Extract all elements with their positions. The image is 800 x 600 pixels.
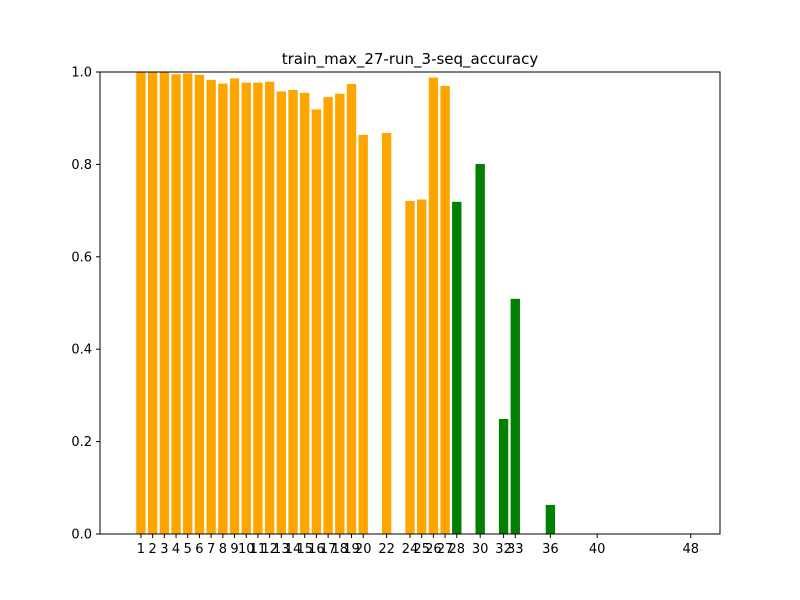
bar-x26	[428, 77, 439, 534]
bar-x28	[452, 201, 462, 534]
y-tick-label: 0.0	[71, 528, 92, 543]
x-tick-label: 28	[449, 542, 466, 557]
x-tick-label: 15	[296, 542, 313, 557]
x-tick-label: 5	[184, 542, 192, 557]
bar-x25	[417, 199, 427, 534]
bar-x5	[183, 73, 193, 534]
x-tick-label: 48	[682, 542, 699, 557]
x-tick-label: 33	[507, 542, 524, 557]
bar-x30	[475, 163, 485, 534]
x-tick-label: 22	[378, 542, 395, 557]
x-tick-label: 24	[402, 542, 419, 557]
bar-x7	[206, 79, 216, 534]
x-tick-label: 16	[308, 542, 325, 557]
y-tick-label: 0.4	[71, 343, 92, 358]
x-tick-label: 19	[343, 542, 360, 557]
chart-title: train_max_27-run_3-seq_accuracy	[282, 50, 539, 69]
y-tick-label: 0.6	[71, 250, 92, 265]
x-tick-label: 32	[495, 542, 512, 557]
bar-x9	[229, 78, 240, 534]
x-tick-label: 26	[425, 542, 442, 557]
x-tick-label: 8	[219, 542, 227, 557]
x-tick-label: 4	[172, 542, 180, 557]
y-axis: 0.0 0.2 0.4 0.6 0.8 1.0	[71, 66, 100, 543]
x-tick-label: 14	[285, 542, 302, 557]
bar-x13	[276, 91, 286, 535]
x-tick-label: 6	[195, 542, 203, 557]
x-tick-label: 9	[230, 542, 238, 557]
bar-x36	[545, 504, 556, 534]
bar-x14	[288, 90, 298, 535]
bar-x16	[311, 109, 322, 535]
bar-x1	[136, 72, 146, 534]
x-tick-label: 3	[160, 542, 168, 557]
bar-x8	[218, 83, 228, 535]
x-tick-label: 36	[542, 542, 559, 557]
x-tick-label: 27	[437, 542, 454, 557]
x-tick-label: 12	[261, 542, 278, 557]
bar-x17	[323, 96, 333, 534]
bar-x4	[171, 74, 181, 534]
bar-x27	[440, 85, 450, 535]
bar-x10	[241, 82, 251, 534]
x-tick-label: 30	[472, 542, 489, 557]
bar-x12	[264, 81, 275, 534]
x-tick-label: 1	[137, 542, 145, 557]
y-tick-label: 1.0	[71, 66, 92, 81]
y-tick-label: 0.2	[71, 435, 92, 450]
bar-x2	[147, 72, 158, 534]
x-tick-label: 17	[320, 542, 337, 557]
bar-x32	[498, 418, 509, 534]
bar-x19	[346, 84, 357, 534]
x-tick-label: 10	[238, 542, 255, 557]
y-tick-label: 0.8	[71, 158, 92, 173]
x-tick-label: 20	[355, 542, 372, 557]
bar-x18	[335, 93, 345, 535]
bar-x33	[510, 298, 520, 534]
bar-x22	[381, 132, 392, 535]
bars-group	[136, 72, 556, 535]
bar-x6	[194, 74, 205, 535]
x-tick-label: 13	[273, 542, 290, 557]
bar-x3	[159, 72, 170, 534]
bar-x15	[300, 92, 310, 534]
bar-x20	[358, 134, 368, 534]
x-tick-label: 7	[207, 542, 215, 557]
x-tick-label: 18	[332, 542, 349, 557]
x-tick-label: 2	[149, 542, 157, 557]
x-tick-label: 40	[589, 542, 606, 557]
x-tick-label: 11	[250, 542, 267, 557]
x-tick-label: 25	[413, 542, 430, 557]
bar-x24	[405, 200, 415, 534]
bar-x11	[253, 82, 263, 534]
